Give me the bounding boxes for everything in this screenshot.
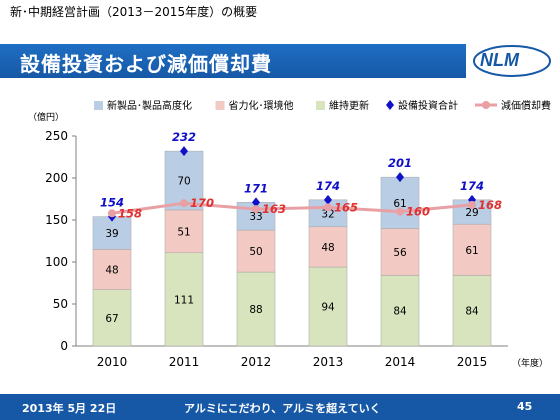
legend-label: 省力化･環境他 bbox=[229, 99, 294, 112]
total-label: 201 bbox=[388, 156, 412, 170]
diamond-point bbox=[324, 194, 332, 205]
x-axis-unit: （年度） bbox=[512, 357, 548, 369]
data-label: 61 bbox=[465, 245, 478, 257]
depreciation-label: 163 bbox=[262, 202, 286, 216]
total-label: 174 bbox=[316, 179, 340, 193]
data-label: 88 bbox=[249, 304, 262, 316]
legend-swatch bbox=[94, 101, 103, 110]
logo-swoosh-icon bbox=[473, 45, 551, 77]
data-label: 61 bbox=[393, 198, 406, 210]
data-label: 33 bbox=[249, 211, 262, 223]
y-tick-label: 250 bbox=[45, 129, 68, 143]
data-label: 29 bbox=[465, 207, 478, 219]
data-label: 39 bbox=[105, 228, 118, 240]
y-tick-label: 200 bbox=[45, 171, 68, 185]
logo-text: NLM bbox=[480, 50, 519, 70]
bar-segment bbox=[308, 266, 348, 347]
y-tick-label: 100 bbox=[45, 255, 68, 269]
bar-segment bbox=[380, 275, 420, 347]
diamond-point bbox=[180, 146, 188, 157]
series-line bbox=[111, 201, 473, 215]
legend-swatch bbox=[316, 101, 325, 110]
x-tick-label: 2012 bbox=[241, 355, 272, 369]
circle-point bbox=[324, 203, 332, 212]
company-logo: NLM bbox=[470, 40, 556, 82]
total-label: 232 bbox=[172, 130, 196, 144]
bar-segment bbox=[452, 275, 492, 347]
data-label: 48 bbox=[105, 265, 118, 277]
y-tick-label: 150 bbox=[45, 213, 68, 227]
diamond-point bbox=[396, 172, 404, 183]
circle-point bbox=[396, 207, 404, 216]
data-label: 84 bbox=[393, 306, 407, 318]
page-number: 45 bbox=[517, 400, 533, 413]
data-label: 94 bbox=[321, 302, 335, 314]
legend-marker bbox=[386, 100, 394, 110]
total-label: 174 bbox=[460, 179, 484, 193]
circle-point bbox=[108, 209, 116, 218]
y-tick-label: 50 bbox=[53, 297, 68, 311]
bar-segment bbox=[236, 229, 276, 273]
footer-slogan: アルミにこだわり、アルミを超えていく bbox=[184, 402, 381, 415]
chart-svg: 新製品･製品高度化 省力化･環境他 維持更新 設備投資合計 減価償却費 （億円） 0 50 10… bbox=[28, 99, 551, 369]
y-tick-label: 0 bbox=[60, 339, 68, 353]
bar-segment bbox=[164, 252, 204, 347]
bar-segment bbox=[380, 176, 420, 229]
total-label: 154 bbox=[100, 196, 124, 210]
depreciation-label: 165 bbox=[334, 200, 358, 214]
legend-label: 維持更新 bbox=[329, 99, 369, 112]
bar-segment bbox=[92, 289, 132, 347]
page-subtitle: 新･中期経営計画（2013－2015年度）の概要 bbox=[10, 5, 258, 19]
legend-swatch bbox=[215, 101, 225, 110]
footer-date: 2013年 5月 22日 bbox=[22, 402, 117, 415]
depreciation-label: 160 bbox=[406, 205, 430, 219]
capex-chart: 新製品･製品高度化 省力化･環境他 維持更新 設備投資合計 減価償却費 （億円） 0 50 10… bbox=[0, 90, 560, 390]
bar-segment bbox=[236, 271, 276, 347]
diamond-point bbox=[252, 197, 260, 208]
data-label: 67 bbox=[105, 313, 118, 325]
legend-label: 新製品･製品高度化 bbox=[107, 99, 192, 112]
data-label: 51 bbox=[177, 226, 190, 238]
title-bar: 設備投資および減価償却費 bbox=[0, 44, 466, 78]
x-tick-label: 2010 bbox=[97, 355, 128, 369]
depreciation-label: 158 bbox=[118, 206, 142, 220]
data-label: 84 bbox=[465, 306, 479, 318]
x-tick-label: 2013 bbox=[313, 355, 344, 369]
data-label: 56 bbox=[393, 247, 407, 259]
circle-point bbox=[468, 200, 476, 209]
bar-segment bbox=[164, 209, 204, 254]
data-label: 70 bbox=[177, 176, 190, 188]
data-label: 48 bbox=[321, 242, 334, 254]
x-tick-label: 2014 bbox=[385, 355, 416, 369]
depreciation-label: 168 bbox=[478, 198, 502, 212]
legend-label: 設備投資合計 bbox=[398, 99, 458, 112]
bar-segment bbox=[380, 228, 420, 276]
bar-segment bbox=[452, 223, 492, 276]
total-label: 171 bbox=[244, 181, 268, 195]
page-title: 設備投資および減価償却費 bbox=[20, 52, 272, 76]
data-label: 111 bbox=[174, 294, 194, 306]
circle-point bbox=[252, 205, 260, 214]
x-tick-label: 2011 bbox=[169, 355, 200, 369]
circle-point bbox=[180, 199, 188, 208]
data-label: 50 bbox=[249, 246, 262, 258]
bar-segment bbox=[308, 226, 348, 268]
bar-segment bbox=[92, 249, 132, 290]
depreciation-label: 170 bbox=[190, 196, 214, 210]
y-axis-unit: （億円） bbox=[28, 111, 64, 123]
x-tick-label: 2015 bbox=[457, 355, 488, 369]
footer-bar: 2013年 5月 22日 アルミにこだわり、アルミを超えていく 45 bbox=[0, 394, 560, 420]
data-label: 32 bbox=[321, 208, 334, 220]
legend-label: 減価償却費 bbox=[501, 99, 551, 112]
legend-marker bbox=[482, 101, 490, 109]
